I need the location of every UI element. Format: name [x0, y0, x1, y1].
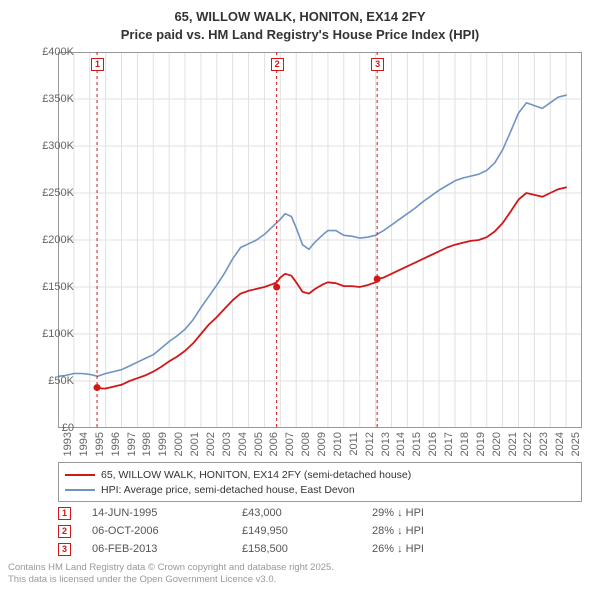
x-tick-label: 2001	[189, 432, 201, 456]
sale-date: 06-OCT-2006	[92, 525, 242, 537]
sales-table: 1 14-JUN-1995 £43,000 29% ↓ HPI 2 06-OCT…	[58, 504, 582, 558]
x-tick-label: 1999	[157, 432, 169, 456]
x-tick-label: 2008	[300, 432, 312, 456]
legend-row: 65, WILLOW WALK, HONITON, EX14 2FY (semi…	[65, 467, 575, 482]
y-tick-label: £50K	[28, 375, 74, 387]
chart-marker-badge: 3	[371, 58, 384, 71]
footer-line2: This data is licensed under the Open Gov…	[8, 574, 334, 586]
x-tick-label: 2013	[380, 432, 392, 456]
y-tick-label: £300K	[28, 140, 74, 152]
table-row: 3 06-FEB-2013 £158,500 26% ↓ HPI	[58, 540, 582, 558]
page: 65, WILLOW WALK, HONITON, EX14 2FY Price…	[0, 0, 600, 590]
sale-date: 14-JUN-1995	[92, 507, 242, 519]
legend-row: HPI: Average price, semi-detached house,…	[65, 482, 575, 497]
x-tick-label: 2012	[364, 432, 376, 456]
x-tick-label: 2000	[173, 432, 185, 456]
x-tick-label: 1993	[62, 432, 74, 456]
x-tick-label: 2010	[332, 432, 344, 456]
sale-date: 06-FEB-2013	[92, 543, 242, 555]
sale-price: £149,950	[242, 525, 372, 537]
y-tick-label: £150K	[28, 281, 74, 293]
chart-title: 65, WILLOW WALK, HONITON, EX14 2FY Price…	[0, 0, 600, 43]
sale-price: £158,500	[242, 543, 372, 555]
sale-delta: 26% ↓ HPI	[372, 543, 502, 555]
y-tick-label: £350K	[28, 93, 74, 105]
x-tick-label: 2025	[570, 432, 582, 456]
x-tick-label: 1998	[141, 432, 153, 456]
title-line1: 65, WILLOW WALK, HONITON, EX14 2FY	[0, 8, 600, 26]
x-tick-label: 2002	[205, 432, 217, 456]
x-tick-label: 2020	[491, 432, 503, 456]
x-tick-label: 1994	[78, 432, 90, 456]
sale-price: £43,000	[242, 507, 372, 519]
x-tick-label: 2009	[316, 432, 328, 456]
table-row: 2 06-OCT-2006 £149,950 28% ↓ HPI	[58, 522, 582, 540]
x-tick-label: 2017	[443, 432, 455, 456]
chart-plot-area	[58, 52, 582, 428]
legend: 65, WILLOW WALK, HONITON, EX14 2FY (semi…	[58, 462, 582, 502]
chart-marker-badge: 2	[271, 58, 284, 71]
x-tick-label: 2019	[475, 432, 487, 456]
x-tick-label: 2007	[284, 432, 296, 456]
marker-badge-2: 2	[58, 525, 71, 538]
x-tick-label: 2024	[554, 432, 566, 456]
x-tick-label: 2015	[411, 432, 423, 456]
sale-delta: 28% ↓ HPI	[372, 525, 502, 537]
y-tick-label: £250K	[28, 187, 74, 199]
x-tick-label: 1996	[110, 432, 122, 456]
footer-text: Contains HM Land Registry data © Crown c…	[8, 562, 334, 586]
chart-svg	[58, 52, 582, 428]
x-tick-label: 1997	[126, 432, 138, 456]
x-tick-label: 2023	[538, 432, 550, 456]
title-line2: Price paid vs. HM Land Registry's House …	[0, 26, 600, 44]
legend-swatch-hpi	[65, 489, 95, 491]
x-tick-label: 2005	[253, 432, 265, 456]
x-tick-label: 2004	[237, 432, 249, 456]
marker-badge-1: 1	[58, 507, 71, 520]
x-tick-label: 2022	[522, 432, 534, 456]
x-tick-label: 2006	[268, 432, 280, 456]
table-row: 1 14-JUN-1995 £43,000 29% ↓ HPI	[58, 504, 582, 522]
sale-delta: 29% ↓ HPI	[372, 507, 502, 519]
footer-line1: Contains HM Land Registry data © Crown c…	[8, 562, 334, 574]
marker-badge-3: 3	[58, 543, 71, 556]
y-tick-label: £100K	[28, 328, 74, 340]
x-tick-label: 2018	[459, 432, 471, 456]
y-tick-label: £200K	[28, 234, 74, 246]
chart-marker-badge: 1	[91, 58, 104, 71]
x-tick-label: 2021	[507, 432, 519, 456]
x-tick-label: 2014	[395, 432, 407, 456]
legend-label-hpi: HPI: Average price, semi-detached house,…	[101, 484, 355, 496]
x-tick-label: 2016	[427, 432, 439, 456]
x-tick-label: 2003	[221, 432, 233, 456]
legend-label-paid: 65, WILLOW WALK, HONITON, EX14 2FY (semi…	[101, 469, 411, 481]
y-tick-label: £400K	[28, 46, 74, 58]
legend-swatch-paid	[65, 474, 95, 476]
x-tick-label: 1995	[94, 432, 106, 456]
x-tick-label: 2011	[348, 432, 360, 456]
